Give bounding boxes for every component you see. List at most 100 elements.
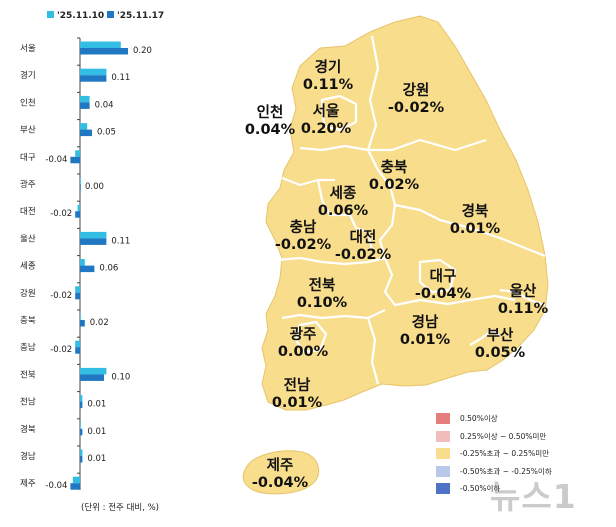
map-region-value: -0.02% xyxy=(275,237,332,253)
region-label: 울산 xyxy=(20,233,36,244)
bar-curr xyxy=(70,483,80,490)
bar-row-8: 세종 0.06 xyxy=(20,255,118,274)
map-region-name: 충북 xyxy=(381,159,408,176)
bar-row-15: 경남 0.01 xyxy=(20,445,106,464)
map-region-name: 전북 xyxy=(309,277,336,294)
value-label: 0.00 xyxy=(85,182,104,192)
map-region-value: -0.04% xyxy=(415,286,472,302)
bar-prev xyxy=(77,204,80,212)
map-region-value: -0.02% xyxy=(335,247,392,263)
map-legend-swatch xyxy=(436,413,450,425)
bar-row-0: 서울 0.20 xyxy=(20,37,152,56)
bar-row-3: 부산 0.05 xyxy=(20,119,116,138)
region-label: 광주 xyxy=(20,179,36,190)
map-region-value: 0.00% xyxy=(278,344,329,360)
bar-prev xyxy=(80,177,81,184)
bar-prev xyxy=(75,340,80,348)
region-label: 경북 xyxy=(20,424,36,435)
map-legend-swatch xyxy=(436,448,450,460)
value-label: 0.01 xyxy=(87,427,106,437)
map-region-name: 세종 xyxy=(330,185,357,202)
bar-curr xyxy=(80,184,81,191)
map-label-group: 서울0.20% xyxy=(301,103,352,137)
map-legend-item: 0.25%이상 ~ 0.50%미만 xyxy=(436,428,586,446)
jeju-shape xyxy=(242,450,320,495)
map-region-value: 0.01% xyxy=(272,395,323,411)
bar-curr xyxy=(75,211,80,218)
value-label: 0.01 xyxy=(87,400,106,410)
region-label: 대구 xyxy=(20,153,36,163)
map-label-group: 광주0.00% xyxy=(278,325,329,360)
map-region-name: 경남 xyxy=(412,313,439,331)
bar-curr xyxy=(80,48,128,55)
mainland-shape xyxy=(261,15,549,411)
map-region-name: 경북 xyxy=(462,202,489,220)
map-label-group: 울산0.11% xyxy=(498,283,549,317)
map-label-group: 인천0.04% xyxy=(245,103,296,138)
bar-prev xyxy=(80,95,90,103)
map-label-group: 세종0.06% xyxy=(318,185,369,219)
map-region-name: 대구 xyxy=(430,268,457,285)
map-label-group: 전북0.10% xyxy=(297,277,348,311)
value-label: 0.05 xyxy=(97,128,116,138)
bar-chart: '25.11.10 '25.11.17 서울 0.20 경기 0.11 인천 0.04 부산 0… xyxy=(20,11,164,491)
map-label-group: 전남0.01% xyxy=(272,377,323,411)
bar-prev xyxy=(72,476,80,484)
map-label-group: 대전-0.02% xyxy=(335,229,392,263)
bar-curr xyxy=(80,238,107,245)
bar-prev xyxy=(75,286,80,293)
map-legend-label: 0.50%이상 xyxy=(460,414,498,424)
map-label-group: 충북0.02% xyxy=(369,159,420,193)
bar-prev xyxy=(80,367,107,375)
map-legend-swatch xyxy=(436,465,450,477)
legend-label-1: '25.11.17 xyxy=(117,11,164,21)
bar-row-4: 대구 -0.04 xyxy=(20,146,80,165)
map-label-group: 부산0.05% xyxy=(475,327,526,361)
map-region-value: -0.02% xyxy=(388,100,445,116)
bar-curr xyxy=(80,401,83,409)
region-label: 경기 xyxy=(20,70,36,81)
value-label: 0.11 xyxy=(111,236,130,246)
map-region-name: 충남 xyxy=(290,219,317,236)
region-label: 인천 xyxy=(20,97,36,108)
map-region-name: 서울 xyxy=(313,103,340,120)
region-label: 서울 xyxy=(20,44,36,54)
map-region-value: 0.20% xyxy=(301,121,352,137)
map-region-value: 0.02% xyxy=(369,177,420,193)
map-legend-label: 0.25%이상 ~ 0.50%미만 xyxy=(460,431,547,441)
bar-row-1: 경기 0.11 xyxy=(20,64,130,83)
bar-row-11: 충남 -0.02 xyxy=(20,336,80,355)
map-region-name: 전남 xyxy=(284,377,311,394)
bar-curr xyxy=(70,156,80,164)
bar-prev xyxy=(80,123,88,130)
map-legend-label: -0.50%이하 xyxy=(460,484,501,494)
unit-note: (단위 : 전주 대비, %) xyxy=(81,503,160,513)
map-region-value: 0.11% xyxy=(498,301,549,317)
region-label: 충남 xyxy=(20,343,36,353)
map-label-group: 대구-0.04% xyxy=(415,268,472,302)
bar-legend: '25.11.10 '25.11.17 xyxy=(47,11,164,21)
map-legend-item: -0.50%초과 ~ -0.25%이하 xyxy=(436,463,586,481)
map-legend-swatch xyxy=(436,483,450,495)
region-label: 강원 xyxy=(20,288,36,299)
bar-row-13: 전남 0.01 xyxy=(20,391,106,410)
map-region-name: 울산 xyxy=(510,283,537,300)
bar-row-9: 강원 -0.02 xyxy=(20,282,80,301)
bar-row-10: 충북 0.02 xyxy=(20,309,109,328)
map-legend-swatch xyxy=(436,430,450,442)
bar-prev xyxy=(80,395,83,402)
value-label: 0.02 xyxy=(90,318,109,328)
bar-row-6: 대전 -0.02 xyxy=(20,200,80,219)
bar-curr xyxy=(80,102,90,109)
bar-curr xyxy=(80,320,85,327)
map-legend-item: 0.50%이상 xyxy=(436,410,586,428)
value-label: -0.04 xyxy=(45,481,67,491)
map-region-name: 경기 xyxy=(315,58,342,76)
map-label-group: 경북0.01% xyxy=(450,202,501,237)
map-label-group: 강원-0.02% xyxy=(388,81,445,116)
region-label: 부산 xyxy=(20,125,36,136)
region-label: 제주 xyxy=(20,479,36,489)
map-legend-item: -0.50%이하 xyxy=(436,480,586,498)
map-legend: 0.50%이상 0.25%이상 ~ 0.50%미만 -0.25%초과 ~ 0.25%… xyxy=(436,410,586,498)
